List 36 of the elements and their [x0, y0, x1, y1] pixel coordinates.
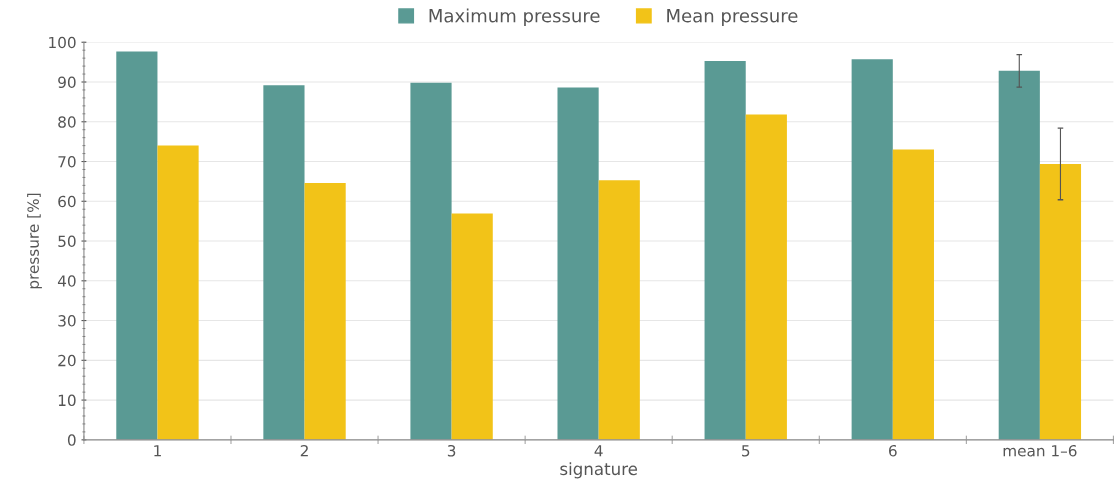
bar	[851, 59, 893, 440]
y-tick-label: 70	[58, 155, 76, 168]
y-tick-label: 60	[58, 195, 76, 208]
x-tick-label: 5	[742, 445, 750, 457]
bar	[704, 60, 746, 440]
y-tick-label: 90	[58, 76, 76, 89]
bar	[745, 114, 787, 440]
x-tick-label: 1	[154, 445, 161, 457]
y-tick-label: 100	[49, 36, 76, 49]
x-tick-label: 2	[300, 444, 308, 457]
legend-label: Maximum pressure	[429, 8, 600, 26]
legend-label: Mean pressure	[667, 9, 798, 26]
bar	[1039, 163, 1082, 440]
bar	[410, 82, 452, 440]
y-tick-label: 80	[58, 116, 76, 128]
x-tick-label: 4	[594, 445, 603, 457]
bar	[892, 149, 934, 440]
y-tick-label: 30	[58, 315, 76, 327]
y-tick-label: 10	[58, 394, 76, 407]
bar	[157, 145, 199, 440]
y-axis-title: pressure [%]	[27, 193, 42, 289]
y-tick-label: 0	[67, 434, 76, 446]
x-tick-label: 3	[447, 444, 456, 457]
bar	[263, 85, 305, 440]
bar	[451, 213, 493, 440]
y-tick-label: 50	[58, 235, 76, 248]
bar	[116, 51, 158, 440]
bar	[304, 183, 346, 440]
x-axis-title: signature	[560, 462, 638, 479]
bar	[998, 70, 1040, 440]
bar	[557, 87, 599, 440]
y-tick-label: 20	[58, 354, 76, 367]
x-tick-label: 6	[889, 444, 897, 457]
y-tick-label: 40	[57, 275, 76, 287]
bar	[598, 180, 640, 440]
x-tick-label: mean 1–6	[1003, 444, 1077, 457]
